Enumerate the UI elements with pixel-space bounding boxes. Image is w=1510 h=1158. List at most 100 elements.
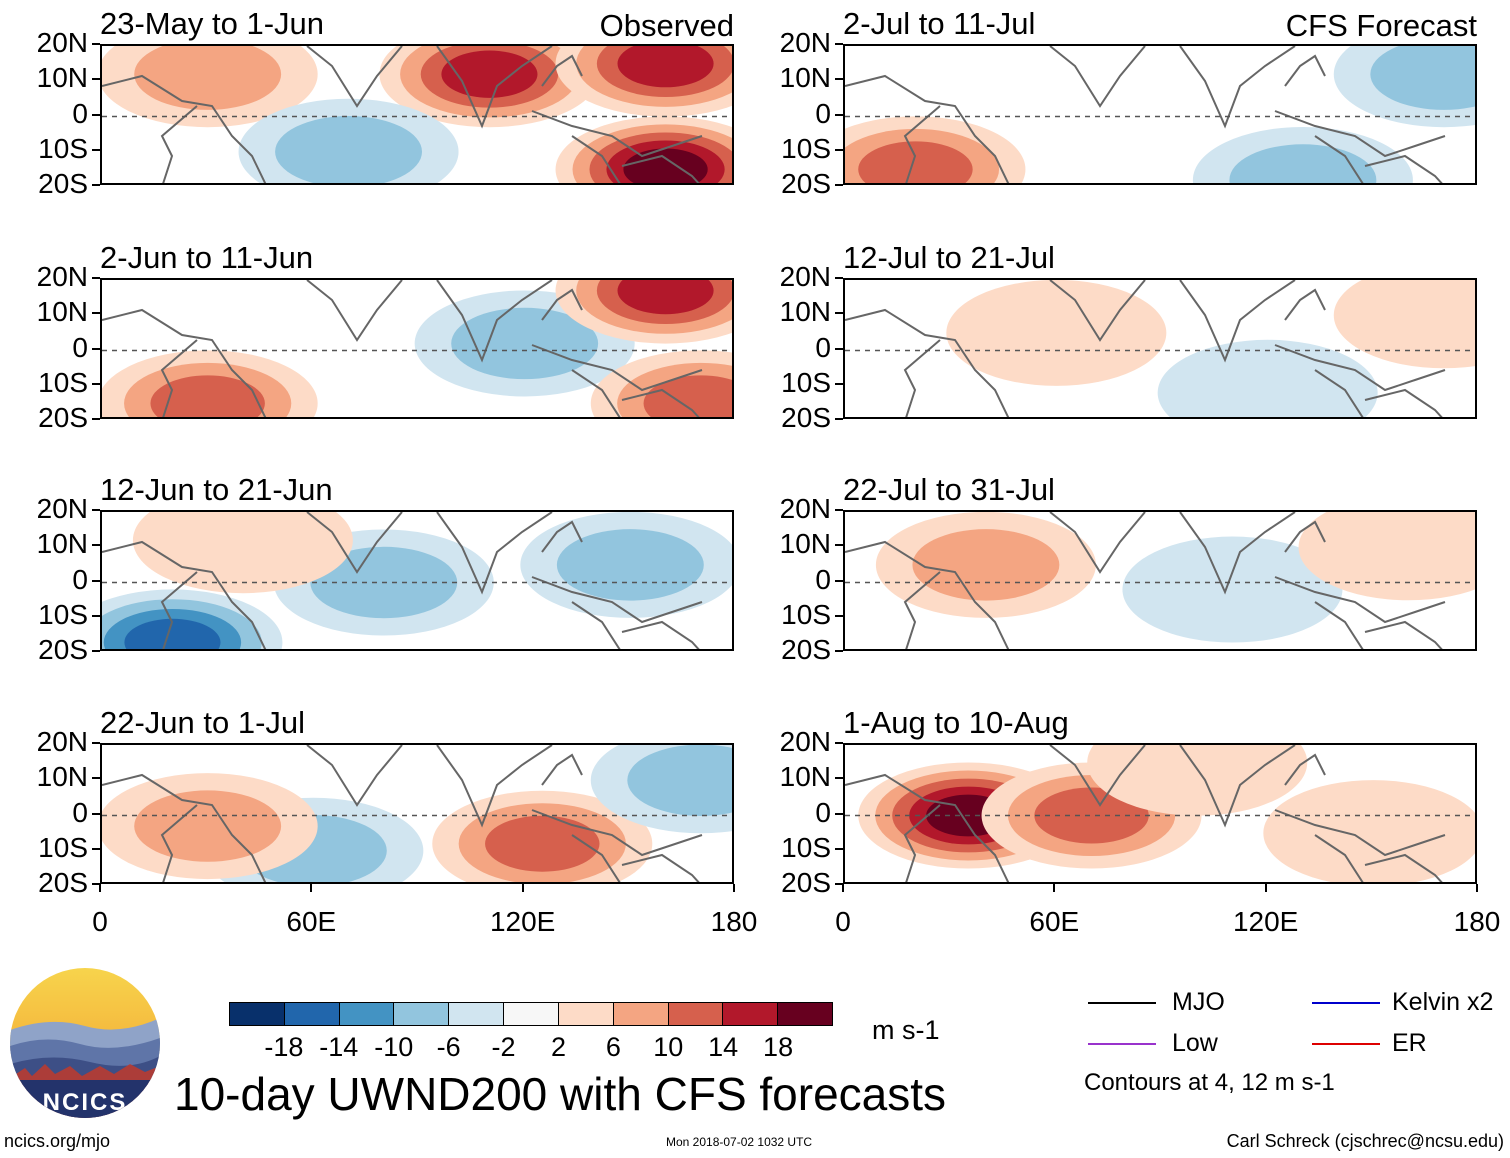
y-tick bbox=[92, 614, 100, 617]
coastline bbox=[571, 834, 621, 882]
y-tick bbox=[92, 184, 100, 186]
colorbar-label: 6 bbox=[605, 1032, 621, 1062]
ncics-logo: NCICS bbox=[10, 968, 160, 1118]
x-tick-label: 0 bbox=[835, 906, 851, 937]
x-tick-label: 120E bbox=[489, 906, 556, 937]
coastline bbox=[306, 745, 403, 807]
coastline bbox=[621, 154, 700, 183]
colorbar-swatch bbox=[449, 1003, 505, 1025]
colorbar-swatch bbox=[339, 1003, 395, 1025]
y-tick bbox=[92, 113, 100, 116]
y-tick bbox=[92, 277, 100, 279]
x-tick bbox=[521, 884, 524, 892]
y-tick bbox=[835, 579, 843, 582]
y-tick-label: 10N bbox=[36, 761, 88, 793]
anomaly-contour-fill bbox=[275, 116, 422, 183]
coastline bbox=[436, 280, 553, 363]
units-label: m s-1 bbox=[872, 1015, 940, 1045]
x-tick bbox=[733, 884, 735, 892]
y-tick-label: 10N bbox=[36, 528, 88, 560]
y-tick-label: 10S bbox=[781, 366, 831, 398]
coastline bbox=[1364, 388, 1443, 417]
y-tick-label: 20S bbox=[38, 402, 88, 433]
anomaly-contour-fill bbox=[441, 50, 538, 98]
legend-label-er: ER bbox=[1392, 1029, 1427, 1057]
colorbar-label: -6 bbox=[436, 1032, 461, 1062]
colorbar-swatch bbox=[504, 1003, 559, 1025]
anomaly-contour-fill bbox=[132, 512, 353, 594]
anomaly-contour-fill bbox=[617, 46, 714, 88]
y-tick bbox=[92, 847, 100, 850]
coastline bbox=[436, 46, 553, 129]
coastline bbox=[903, 571, 941, 649]
coastline bbox=[1284, 520, 1326, 553]
anomaly-contour-fill bbox=[150, 375, 265, 417]
timestamp: Mon 2018-07-02 1032 UTC bbox=[666, 1135, 813, 1149]
coastline bbox=[1274, 110, 1446, 158]
y-tick-label: 0 bbox=[815, 331, 831, 363]
anomaly-contour-fill bbox=[451, 307, 599, 380]
legend-line-mjo bbox=[1088, 1002, 1156, 1004]
site-link[interactable]: ncics.org/mjo bbox=[4, 1131, 111, 1151]
y-tick-label: 10S bbox=[38, 132, 88, 164]
x-tick bbox=[310, 884, 313, 892]
coastline bbox=[531, 344, 703, 392]
legend-label-mjo: MJO bbox=[1172, 988, 1225, 1016]
legend-line-er bbox=[1312, 1043, 1380, 1045]
y-tick-label: 20N bbox=[36, 726, 88, 757]
y-tick bbox=[835, 382, 843, 385]
coastline bbox=[845, 308, 1010, 417]
coastline bbox=[621, 620, 700, 649]
y-tick bbox=[92, 742, 100, 744]
coastline bbox=[436, 512, 553, 595]
y-tick-label: 20S bbox=[781, 402, 831, 433]
coastline bbox=[531, 576, 703, 624]
y-tick-label: 20N bbox=[36, 27, 88, 58]
coastline bbox=[1049, 46, 1146, 108]
y-tick-label: 0 bbox=[815, 796, 831, 828]
anomaly-contour-fill bbox=[617, 280, 714, 315]
observed-label: Observed bbox=[599, 8, 734, 43]
y-tick-label: 10N bbox=[779, 296, 831, 328]
colorbar-swatch bbox=[394, 1003, 450, 1025]
map-svg bbox=[845, 745, 1475, 882]
anomaly-contour-fill bbox=[134, 790, 282, 862]
legend-line-kelvin bbox=[1312, 1002, 1380, 1004]
coastline bbox=[1274, 809, 1446, 857]
legend-line-low bbox=[1088, 1043, 1156, 1045]
coastline bbox=[160, 571, 198, 649]
y-tick-label: 0 bbox=[72, 796, 88, 828]
coastline bbox=[903, 105, 941, 183]
y-tick-label: 10S bbox=[38, 366, 88, 398]
chart-title: 10-day UWND200 with CFS forecasts bbox=[174, 1068, 947, 1120]
y-tick bbox=[92, 43, 100, 45]
y-tick bbox=[835, 777, 843, 780]
y-tick-label: 10N bbox=[36, 296, 88, 328]
panel-title: 22-Jul to 31-Jul bbox=[843, 472, 1055, 507]
panel-title: 2-Jul to 11-Jul bbox=[843, 6, 1036, 41]
panel-title: 2-Jun to 11-Jun bbox=[100, 240, 314, 275]
colorbar-label: 18 bbox=[763, 1032, 794, 1062]
panel-title: 12-Jun to 21-Jun bbox=[100, 472, 333, 507]
colorbar-label: -18 bbox=[264, 1032, 304, 1062]
coastline bbox=[621, 388, 700, 417]
coastline bbox=[531, 110, 703, 158]
map-panel bbox=[843, 44, 1477, 185]
y-tick-label: 20N bbox=[779, 493, 831, 524]
colorbar-swatch bbox=[668, 1003, 724, 1025]
y-tick bbox=[92, 812, 100, 815]
y-tick-label: 10S bbox=[38, 831, 88, 863]
panel-title: 1-Aug to 10-Aug bbox=[843, 705, 1069, 740]
y-tick-label: 20S bbox=[38, 867, 88, 898]
coastline bbox=[436, 745, 553, 828]
contour-note: Contours at 4, 12 m s-1 bbox=[1084, 1069, 1335, 1096]
map-svg bbox=[102, 745, 732, 882]
y-tick bbox=[835, 312, 843, 315]
colorbar-swatch bbox=[723, 1003, 779, 1025]
anomaly-contour-fill bbox=[485, 815, 600, 872]
y-tick-label: 10N bbox=[779, 761, 831, 793]
y-tick-label: 20N bbox=[36, 493, 88, 524]
coastline bbox=[306, 280, 403, 342]
y-tick bbox=[92, 418, 100, 420]
anomaly-contour-fill bbox=[1298, 512, 1475, 601]
